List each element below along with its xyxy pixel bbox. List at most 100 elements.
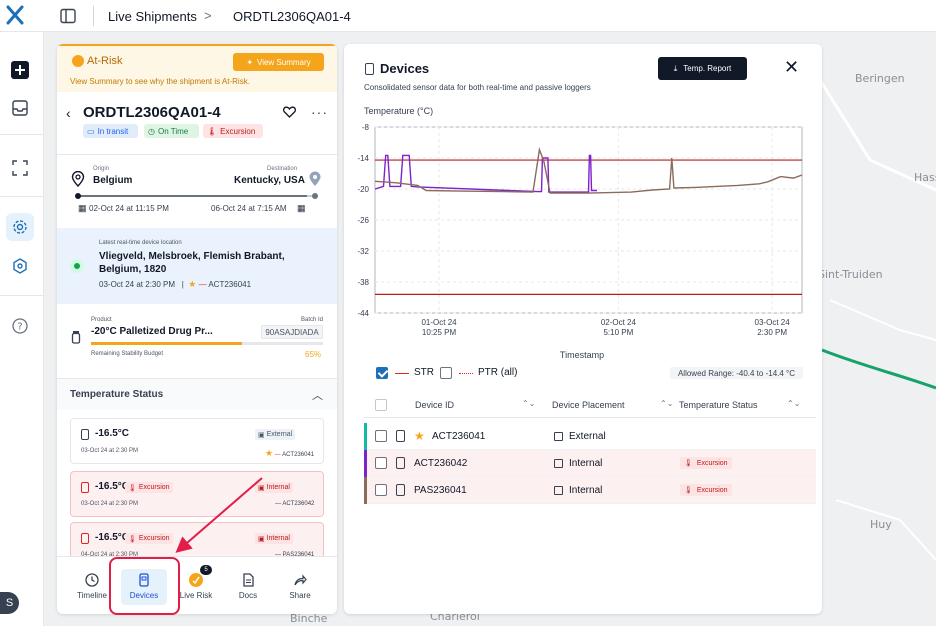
chart-series	[374, 147, 803, 194]
device-color-strip	[364, 477, 367, 504]
rail-inbox-button[interactable]	[6, 94, 34, 122]
temp-card-act236042[interactable]: -16.5°C 🌡 Excursion ▣ Internal 03-Oct 24…	[70, 471, 324, 517]
temp-value: -16.5°C	[95, 428, 130, 439]
temp-device: — PAS236041	[275, 552, 314, 558]
placement-label: External	[266, 431, 293, 438]
nav-label: Share	[289, 591, 311, 600]
temp-card-act236041[interactable]: -16.5°C ▣ External 03-Oct 24 at 2:30 PM …	[70, 418, 324, 464]
row-checkbox[interactable]	[375, 457, 387, 469]
device-id: ACT236041	[432, 431, 486, 442]
device-icon	[365, 63, 374, 75]
bottom-nav: Timeline Devices 5 Live Risk Docs Share	[57, 556, 337, 614]
device-id: PAS236041	[414, 485, 467, 496]
rail-help-button[interactable]: ?	[6, 312, 34, 340]
sidebar-toggle-icon[interactable]	[60, 8, 76, 24]
star-icon: ★	[414, 429, 425, 443]
clock-icon	[85, 573, 99, 587]
series-line-1	[374, 147, 803, 194]
destination-label: Destination	[267, 166, 298, 172]
chevron-up-icon[interactable]: ︿	[312, 390, 323, 402]
temp-device: ★ — ACT236041	[265, 448, 314, 459]
map-label-hass: Hass	[914, 171, 936, 184]
temp-report-button[interactable]: ⤓ Temp. Report	[658, 57, 747, 80]
view-summary-button[interactable]: ✦ View Summary	[233, 53, 324, 71]
favorite-heart-icon[interactable]	[283, 106, 296, 118]
excursion-chip: 🌡 Excursion	[125, 533, 173, 544]
calendar-icon: ▦	[297, 203, 306, 213]
nav-docs[interactable]: Docs	[225, 569, 271, 605]
nav-label: Devices	[129, 591, 159, 600]
nav-share[interactable]: Share	[277, 569, 323, 605]
route-end-dot	[312, 193, 318, 199]
devices-title: Devices	[380, 61, 430, 76]
table-row[interactable]: PAS236041 Internal 🌡 Excursion	[364, 477, 816, 504]
placement-label: Internal	[266, 535, 290, 542]
back-chevron-icon[interactable]: ‹	[66, 105, 71, 121]
download-icon: ⤓	[673, 63, 678, 73]
rail-divider	[0, 134, 44, 135]
placement-label: Internal	[266, 484, 290, 491]
arrival-time: 06-Oct 24 at 7:15 AM	[211, 204, 287, 213]
temp-time: 04-Oct 24 at 2:30 PM	[81, 552, 139, 558]
origin-label: Origin	[93, 166, 110, 172]
risk-icon	[189, 573, 203, 587]
str-legend-label: STR	[414, 367, 434, 378]
temp-time: 03-Oct 24 at 2:30 PM	[81, 448, 139, 454]
rail-hexagon-button[interactable]	[6, 252, 34, 280]
nav-live-risk[interactable]: 5 Live Risk	[173, 565, 219, 605]
rail-add-button[interactable]	[6, 56, 34, 84]
nav-devices[interactable]: Devices	[121, 569, 167, 605]
logger-device-icon	[81, 533, 89, 544]
location-timestamp: 03-Oct 24 at 2:30 PM | ★ — ACT236041	[99, 279, 251, 290]
row-checkbox[interactable]	[375, 484, 387, 496]
rail-scan-button[interactable]	[6, 154, 34, 182]
breadcrumb-live-shipments[interactable]: Live Shipments	[108, 9, 197, 24]
sort-icon[interactable]: ⌃⌄	[660, 399, 674, 408]
more-options-icon[interactable]: ···	[311, 104, 328, 120]
nav-timeline[interactable]: Timeline	[69, 569, 115, 605]
chart-x-title: Timestamp	[560, 350, 604, 360]
star-icon: ★	[188, 279, 197, 289]
sort-icon[interactable]: ⌃⌄	[787, 399, 801, 408]
table-row[interactable]: ACT236042 Internal 🌡 Excursion	[364, 450, 816, 477]
excursion-chip: 🌡 Excursion	[680, 457, 732, 469]
route-start-dot	[75, 193, 81, 199]
order-header: ‹ ORDTL2306QA01-4 ···	[57, 98, 337, 128]
x-tick-label: 2:30 PM	[757, 328, 787, 337]
device-placement: Internal	[569, 458, 603, 469]
vial-icon	[71, 331, 81, 344]
select-all-checkbox[interactable]	[375, 399, 387, 411]
x-tick-label: 10:25 PM	[422, 328, 457, 337]
sparkle-icon: ✦	[246, 57, 254, 67]
rail-settings-button[interactable]	[6, 213, 34, 241]
status-chip-in-transit: ▭ In transit	[83, 124, 138, 138]
col-device-id[interactable]: Device ID	[415, 400, 455, 410]
col-device-placement[interactable]: Device Placement	[552, 400, 625, 410]
chart-y-ticks: -8 -14 -20 -26 -32 -38 -44	[357, 123, 369, 318]
close-icon[interactable]: ✕	[784, 57, 800, 77]
brand-x-logo-icon[interactable]	[6, 5, 24, 25]
top-bar: Live Shipments > ORDTL2306QA01-4	[0, 0, 936, 32]
batch-label: Batch Id	[301, 317, 324, 323]
str-checkbox[interactable]	[376, 367, 388, 379]
external-placement-icon	[554, 432, 563, 441]
temperature-status-header[interactable]: Temperature Status ︿	[57, 378, 337, 410]
location-separator: |	[181, 280, 184, 289]
user-avatar[interactable]: S	[0, 592, 19, 614]
sort-icon[interactable]: ⌃⌄	[522, 399, 536, 408]
stability-label: Remaining Stability Budget	[91, 351, 164, 357]
gear-icon	[13, 220, 27, 234]
risk-subtitle: View Summary to see why the shipment is …	[70, 77, 250, 86]
x-tick-label: 5:10 PM	[603, 328, 633, 337]
table-row[interactable]: ★ ACT236041 External	[364, 423, 816, 450]
x-tick-label: 03-Oct 24	[755, 318, 791, 327]
ptr-checkbox[interactable]	[440, 367, 452, 379]
map-label-binche: Binche	[290, 612, 328, 625]
col-temperature-status[interactable]: Temperature Status	[679, 400, 758, 410]
ptr-legend-line	[459, 373, 473, 374]
row-checkbox[interactable]	[375, 430, 387, 442]
excursion-label: Excursion	[696, 486, 728, 494]
chart-grid	[374, 126, 803, 314]
